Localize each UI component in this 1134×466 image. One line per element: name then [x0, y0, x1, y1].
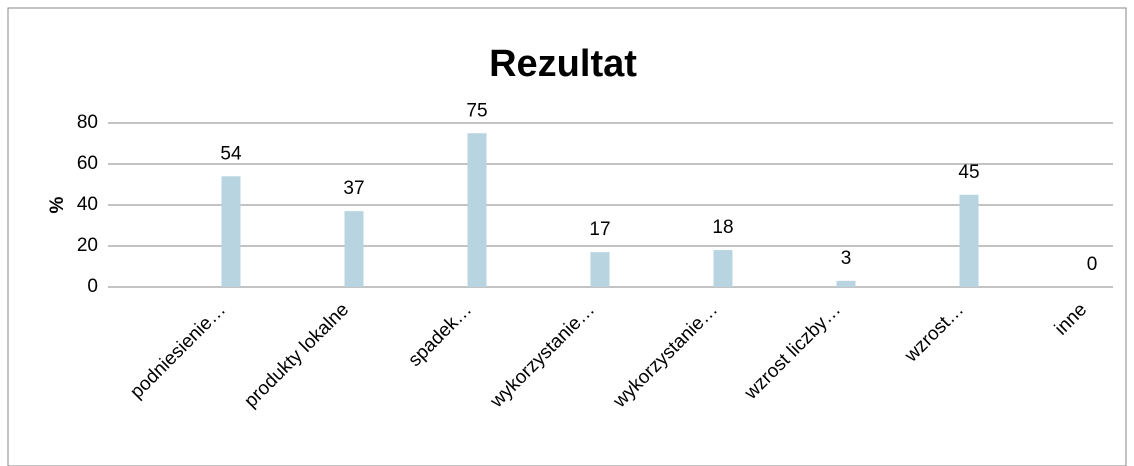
data-label: 45	[958, 162, 979, 183]
data-label: 3	[841, 248, 852, 269]
data-label: 75	[466, 100, 487, 121]
bar	[221, 176, 241, 287]
bar	[344, 211, 364, 287]
y-tick-label: 0	[87, 276, 98, 297]
bar	[713, 250, 733, 287]
data-label: 17	[589, 219, 610, 240]
chart-title: Rezultat	[489, 43, 637, 85]
y-tick-label: 80	[77, 112, 98, 133]
y-tick-label: 20	[77, 235, 98, 256]
y-axis-label: %	[47, 196, 68, 213]
bar	[836, 280, 856, 287]
bar	[959, 194, 979, 287]
data-label: 0	[1087, 254, 1098, 275]
y-tick-label: 60	[77, 153, 98, 174]
bar	[590, 252, 610, 287]
data-label: 37	[343, 178, 364, 199]
chart-frame	[7, 7, 1127, 466]
y-tick-label: 40	[77, 194, 98, 215]
data-label: 54	[220, 143, 242, 164]
data-label: 18	[712, 217, 733, 238]
bar	[467, 133, 487, 287]
